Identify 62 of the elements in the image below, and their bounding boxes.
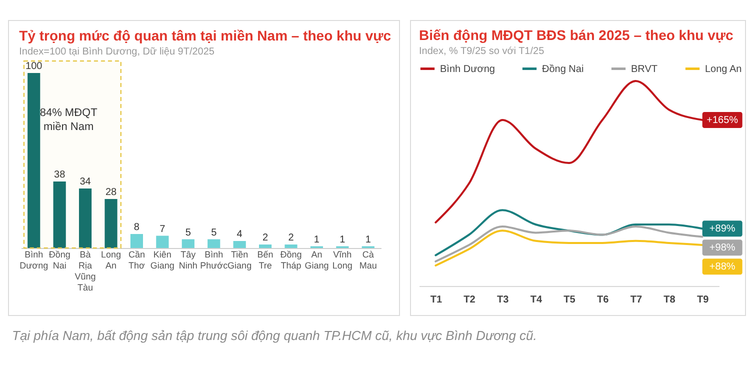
text: Tại phía Nam, bất động sản tập trung sôi động quanh TP.HCM cũ, khu vực Bình Dương cũ. bbox=[12, 328, 538, 343]
data-label: 5 bbox=[211, 227, 218, 238]
x-tick-label: Cà Mau bbox=[359, 250, 377, 270]
legend-label: BRVT bbox=[631, 64, 658, 75]
data-label: 1 bbox=[314, 234, 320, 246]
x-tick-label: T9 bbox=[696, 294, 710, 306]
data-label: 7 bbox=[160, 224, 166, 235]
x-tick-label: Đồng Nai bbox=[48, 250, 70, 270]
bar bbox=[104, 199, 118, 248]
legend-label: Long An bbox=[705, 64, 742, 75]
x-tick-label: Bình Dương bbox=[20, 250, 48, 270]
bar bbox=[28, 73, 40, 248]
data-label: 5 bbox=[185, 227, 192, 238]
data-label: 8 bbox=[134, 222, 140, 233]
data-label: 38 bbox=[54, 170, 66, 180]
band-label: 84% MĐQT miền Nam bbox=[40, 107, 98, 133]
x-tick-label: T1 bbox=[430, 294, 442, 306]
legend-label: Đồng Nai bbox=[542, 64, 584, 75]
x-tick-label: T7 bbox=[630, 294, 642, 306]
annotation: +89% bbox=[709, 224, 736, 235]
x-tick-label: An Giang bbox=[304, 250, 329, 270]
annotation: +165% bbox=[706, 114, 738, 126]
x-tick-label: Bà Rịa Vũng Tàu bbox=[74, 250, 96, 292]
x-tick-label: T4 bbox=[530, 294, 542, 306]
bar bbox=[130, 234, 144, 248]
annotation: +88% bbox=[709, 262, 736, 273]
bar bbox=[53, 182, 66, 248]
bar bbox=[156, 236, 169, 248]
bar bbox=[182, 239, 194, 248]
chart-title: Biến động MĐQT BĐS bán 2025 – theo khu vực bbox=[419, 27, 734, 43]
data-label: 28 bbox=[105, 187, 117, 198]
bar bbox=[258, 244, 272, 248]
x-tick-label: Tây Ninh bbox=[178, 250, 198, 270]
x-tick-label: Kiên Giang bbox=[150, 250, 174, 270]
x-tick-label: Bến Tre bbox=[257, 250, 274, 270]
bar bbox=[284, 244, 298, 248]
x-tick-label: T3 bbox=[496, 294, 510, 306]
x-tick-label: Đồng Tháp bbox=[280, 250, 302, 270]
bar bbox=[233, 241, 246, 248]
x-tick-label: Vĩnh Long bbox=[332, 250, 352, 270]
x-tick-label: Tiền Giang bbox=[228, 250, 252, 270]
bar bbox=[78, 188, 92, 248]
x-tick-label: T8 bbox=[664, 294, 676, 306]
data-label: 2 bbox=[262, 232, 269, 244]
chart-subtitle: Index, % T9/25 so với T1/25 bbox=[419, 46, 545, 57]
data-label: 4 bbox=[236, 229, 243, 240]
x-tick-label: Cần Thơ bbox=[128, 250, 146, 270]
data-label: 2 bbox=[288, 232, 294, 244]
chart-title: Tỷ trọng mức độ quan tâm tại miền Nam – theo khu vực bbox=[19, 27, 392, 44]
data-label: 1 bbox=[340, 234, 346, 246]
x-tick-label: T2 bbox=[464, 294, 476, 306]
legend-label: Bình Dương bbox=[440, 64, 495, 75]
data-label: 34 bbox=[80, 176, 92, 188]
x-tick-label: Bình Phước bbox=[200, 250, 228, 270]
x-tick-label: T6 bbox=[596, 294, 610, 306]
bar bbox=[208, 239, 220, 248]
x-tick-label: Long An bbox=[100, 250, 122, 270]
x-tick-label: T5 bbox=[564, 294, 576, 306]
chart-subtitle: Index=100 tại Bình Dương, Dữ liệu 9T/2025 bbox=[19, 46, 215, 58]
data-label: 100 bbox=[26, 61, 43, 72]
data-label: 1 bbox=[365, 234, 372, 246]
annotation: +98% bbox=[709, 242, 736, 254]
